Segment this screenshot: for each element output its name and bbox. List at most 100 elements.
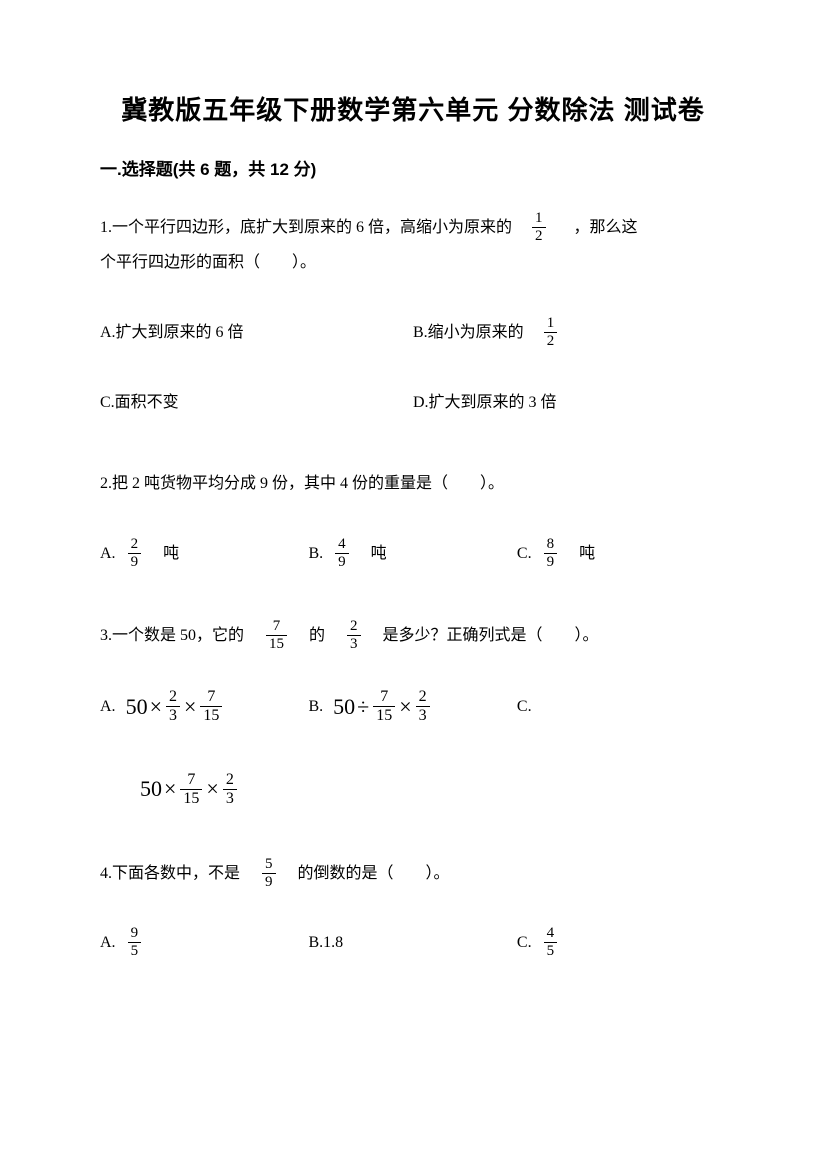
- q1-row1: A.扩大到原来的 6 倍 B.缩小为原来的 1 2: [100, 310, 726, 354]
- den: 15: [266, 635, 287, 653]
- unit: 吨: [163, 536, 179, 571]
- opt-text: B.缩小为原来的: [413, 315, 524, 350]
- q1-option-d: D.扩大到原来的 3 倍: [413, 380, 726, 424]
- opt-label: B.: [308, 536, 323, 571]
- times-icon: ×: [206, 765, 218, 813]
- q3-stem-part1: 3.一个数是 50，它的: [100, 618, 244, 653]
- fraction-9-5: 9 5: [128, 925, 142, 960]
- fraction-2-9: 2 9: [128, 536, 142, 571]
- den: 3: [223, 789, 237, 808]
- den: 9: [262, 873, 276, 891]
- fraction-4-5: 4 5: [544, 925, 558, 960]
- num: 7: [377, 688, 391, 706]
- q2-option-a: A. 2 9 吨: [100, 532, 308, 576]
- fraction-4-9: 4 9: [335, 536, 349, 571]
- num: 7: [204, 688, 218, 706]
- unit: 吨: [579, 536, 595, 571]
- q2-stem: 2.把 2 吨货物平均分成 9 份，其中 4 份的重量是（ ）。: [100, 466, 726, 501]
- den: 5: [128, 942, 142, 960]
- q1-option-b: B.缩小为原来的 1 2: [413, 310, 726, 354]
- opt-label: C.: [517, 536, 532, 571]
- q3-options: A. 50 × 2 3 × 7 15 B. 50 ÷ 7: [100, 683, 726, 731]
- den: 3: [347, 635, 361, 653]
- den: 15: [180, 789, 202, 808]
- times-icon: ×: [399, 683, 411, 731]
- fraction-2-3: 2 3: [347, 618, 361, 653]
- fraction-2-3: 2 3: [166, 688, 180, 725]
- question-4: 4.下面各数中，不是 5 9 的倒数的是（ ）。 A. 9 5 B.1.8 C.: [100, 856, 726, 965]
- fraction-1-2: 1 2: [532, 210, 546, 245]
- times-icon: ×: [184, 683, 196, 731]
- den: 2: [544, 332, 558, 350]
- q2-option-b: B. 4 9 吨: [308, 532, 516, 576]
- num: 4: [544, 925, 558, 942]
- fraction-2-3: 2 3: [416, 688, 430, 725]
- num: 2: [223, 771, 237, 789]
- num: 9: [128, 925, 142, 942]
- num: 2: [347, 618, 361, 635]
- q1-stem-part3: 个平行四边形的面积（ ）。: [100, 254, 316, 271]
- fraction-1-2: 1 2: [544, 315, 558, 350]
- fifty: 50: [126, 683, 148, 731]
- fraction-7-15: 7 15: [180, 771, 202, 808]
- q4-option-c: C. 4 5: [517, 921, 725, 965]
- page-title: 冀教版五年级下册数学第六单元 分数除法 测试卷: [100, 90, 726, 127]
- num: 7: [270, 618, 284, 635]
- q1-stem-part2: ，那么这: [574, 210, 638, 245]
- opt-label: A.: [100, 536, 116, 571]
- num: 2: [416, 688, 430, 706]
- opt-label: A.: [100, 689, 116, 724]
- q2-options: A. 2 9 吨 B. 4 9 吨 C.: [100, 532, 726, 576]
- opt-text: D.扩大到原来的 3 倍: [413, 385, 557, 420]
- q1-option-a: A.扩大到原来的 6 倍: [100, 310, 413, 354]
- q4-option-a: A. 9 5: [100, 921, 308, 965]
- expr-a: 50 × 2 3 × 7 15: [126, 683, 225, 731]
- times-icon: ×: [150, 683, 162, 731]
- den: 2: [532, 227, 546, 245]
- times-icon: ×: [164, 765, 176, 813]
- q2-option-c: C. 8 9 吨: [517, 532, 725, 576]
- fraction-7-15: 7 15: [373, 688, 395, 725]
- fraction-7-15: 7 15: [200, 688, 222, 725]
- q4-stem-part1: 4.下面各数中，不是: [100, 856, 240, 891]
- den: 9: [335, 553, 349, 571]
- q3-option-c-body: 50 × 7 15 × 2 3: [140, 765, 726, 813]
- q3-stem: 3.一个数是 50，它的 7 15 的 2 3 是多少？正确列式是（ ）。: [100, 618, 599, 653]
- num: 4: [335, 536, 349, 553]
- den: 15: [200, 706, 222, 725]
- q4-options: A. 9 5 B.1.8 C. 4 5: [100, 921, 726, 965]
- q1-stem-part1: 1.一个平行四边形，底扩大到原来的 6 倍，高缩小为原来的: [100, 210, 512, 245]
- unit: 吨: [371, 536, 387, 571]
- q3-option-a: A. 50 × 2 3 × 7 15: [100, 683, 308, 731]
- question-2: 2.把 2 吨货物平均分成 9 份，其中 4 份的重量是（ ）。 A. 2 9 …: [100, 466, 726, 575]
- opt-label: A.: [100, 925, 116, 960]
- den: 9: [544, 553, 558, 571]
- num: 7: [184, 771, 198, 789]
- expr-c: 50 × 7 15 × 2 3: [140, 765, 239, 813]
- den: 9: [128, 553, 142, 571]
- question-3: 3.一个数是 50，它的 7 15 的 2 3 是多少？正确列式是（ ）。 A.…: [100, 618, 726, 814]
- fraction-2-3: 2 3: [223, 771, 237, 808]
- expr-b: 50 ÷ 7 15 × 2 3: [333, 683, 432, 731]
- fraction-5-9: 5 9: [262, 856, 276, 891]
- opt-label: B.: [308, 689, 323, 724]
- q1-row2: C.面积不变 D.扩大到原来的 3 倍: [100, 380, 726, 424]
- q1-option-c: C.面积不变: [100, 380, 413, 424]
- q4-option-b: B.1.8: [308, 921, 516, 965]
- q3-stem-part3: 是多少？正确列式是（ ）。: [383, 618, 599, 653]
- num: 5: [262, 856, 276, 873]
- q1-stem: 1.一个平行四边形，底扩大到原来的 6 倍，高缩小为原来的 1 2 ，那么这 个…: [100, 210, 726, 280]
- num: 8: [544, 536, 558, 553]
- q3-option-b: B. 50 ÷ 7 15 × 2 3: [308, 683, 516, 731]
- opt-text: A.扩大到原来的 6 倍: [100, 315, 244, 350]
- divide-icon: ÷: [357, 683, 369, 731]
- den: 15: [373, 706, 395, 725]
- num: 2: [166, 688, 180, 706]
- fifty: 50: [333, 683, 355, 731]
- fraction-8-9: 8 9: [544, 536, 558, 571]
- den: 5: [544, 942, 558, 960]
- section-header: 一.选择题(共 6 题，共 12 分): [100, 155, 726, 180]
- num: 2: [128, 536, 142, 553]
- q3-stem-part2: 的: [309, 618, 325, 653]
- q4-stem-part2: 的倒数的是（ ）。: [298, 856, 450, 891]
